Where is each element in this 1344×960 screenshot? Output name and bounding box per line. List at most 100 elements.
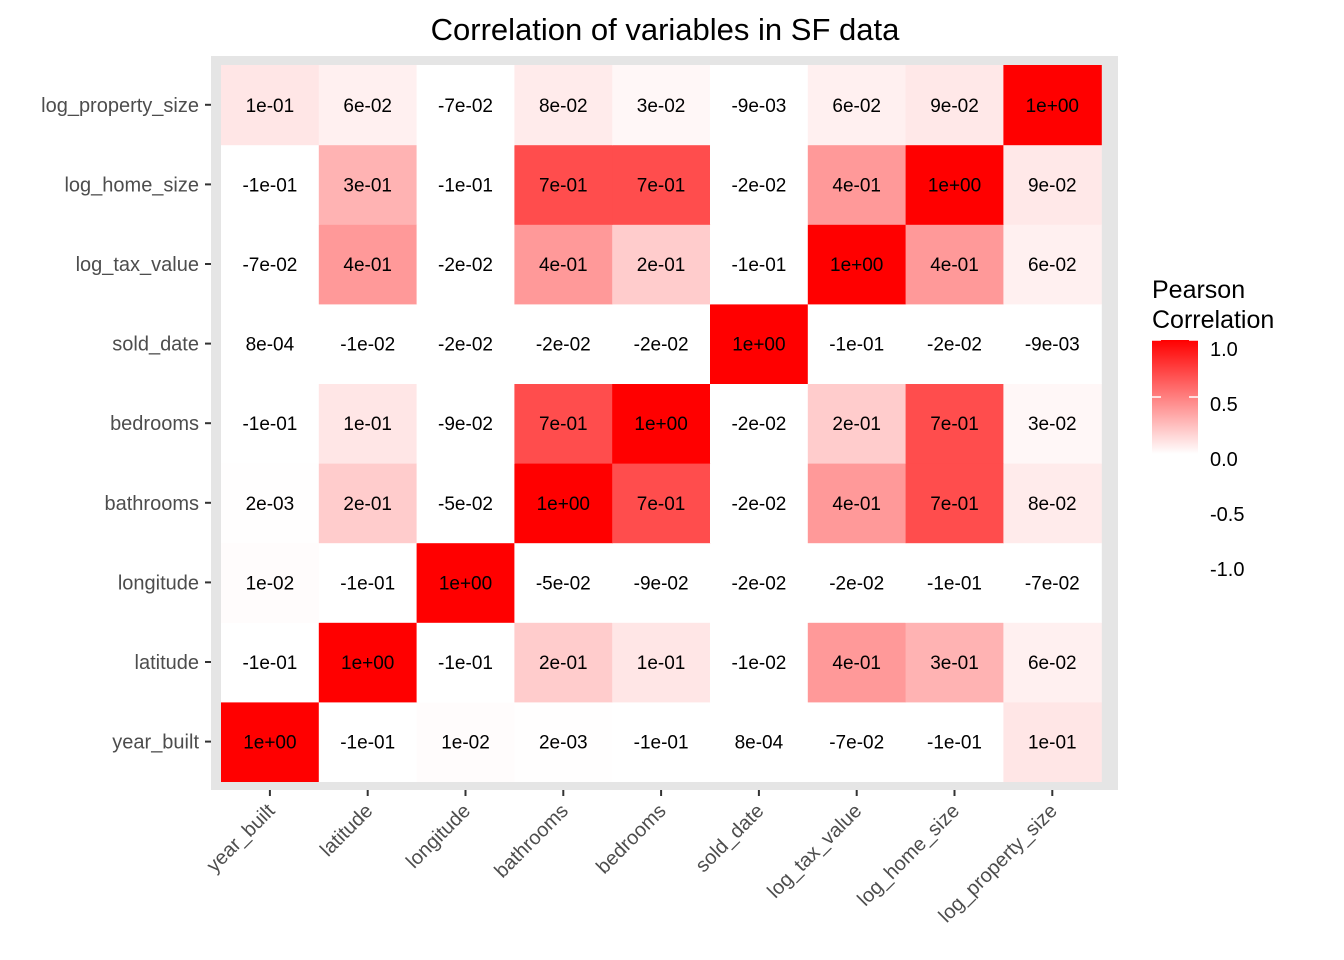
- cell-label-log-home-size-log-tax-value: 4e-01: [930, 255, 979, 276]
- cell-year-built-bedrooms: [221, 383, 320, 464]
- cell-log-home-size-log-property-size: [905, 65, 1004, 146]
- cell-sold-date-bedrooms: [710, 383, 809, 464]
- y-tick-label-latitude: latitude: [135, 652, 200, 674]
- cell-label-log-property-size-log-home-size: 9e-02: [1028, 175, 1077, 196]
- cell-label-log-home-size-longitude: -1e-01: [927, 573, 982, 594]
- cell-label-sold-date-log-property-size: -9e-03: [731, 96, 786, 117]
- x-tick-label-year-built: year_built: [203, 800, 280, 877]
- cell-label-bedrooms-year-built: -1e-01: [634, 733, 689, 754]
- cell-label-bedrooms-bathrooms: 7e-01: [637, 494, 686, 515]
- cell-label-bathrooms-log-property-size: 8e-02: [539, 96, 588, 117]
- cell-label-latitude-longitude: -1e-01: [340, 573, 395, 594]
- cell-label-log-property-size-bathrooms: 8e-02: [1028, 494, 1077, 515]
- cell-log-property-size-longitude: [1003, 542, 1102, 623]
- cell-log-property-size-year-built: [1003, 701, 1102, 782]
- cell-label-log-tax-value-sold-date: -1e-01: [829, 335, 884, 356]
- cell-label-log-property-size-log-property-size: 1e+00: [1026, 96, 1079, 117]
- y-tick-label-longitude: longitude: [118, 572, 199, 594]
- chart-title: Correlation of variables in SF data: [431, 12, 900, 47]
- cell-label-bedrooms-latitude: 1e-01: [637, 653, 686, 674]
- cell-longitude-longitude: [416, 542, 515, 623]
- cell-label-log-property-size-longitude: -7e-02: [1025, 573, 1080, 594]
- cell-label-log-home-size-sold-date: -2e-02: [927, 335, 982, 356]
- cell-label-longitude-year-built: 1e-02: [441, 733, 490, 754]
- cell-latitude-bedrooms: [318, 383, 418, 464]
- cell-label-sold-date-latitude: -1e-02: [731, 653, 786, 674]
- cell-label-latitude-bedrooms: 1e-01: [343, 414, 392, 435]
- cell-bathrooms-log-tax-value: [514, 224, 613, 305]
- cell-longitude-sold-date: [416, 303, 515, 384]
- cell-label-year-built-bathrooms: 2e-03: [246, 494, 295, 515]
- cell-latitude-log-home-size: [318, 144, 418, 225]
- cell-bathrooms-bathrooms: [514, 463, 613, 544]
- cell-label-year-built-log-home-size: -1e-01: [242, 175, 297, 196]
- cell-sold-date-latitude: [710, 622, 809, 703]
- cell-log-property-size-bathrooms: [1003, 463, 1102, 544]
- x-tick-label-bedrooms: bedrooms: [592, 800, 670, 878]
- cell-year-built-log-property-size: [221, 65, 320, 146]
- cell-log-tax-value-bathrooms: [807, 463, 907, 544]
- heatmap-cell-labels: 1e+00 -1e-01 1e-02 2e-03 -1e-01 8e-04 -7e-02 -1…: [242, 96, 1079, 754]
- cell-label-bathrooms-latitude: 2e-01: [539, 653, 588, 674]
- heatmap-cells: [221, 65, 1102, 782]
- cell-log-home-size-year-built: [905, 701, 1004, 782]
- cell-label-sold-date-log-home-size: -2e-02: [731, 175, 786, 196]
- cell-bedrooms-bedrooms: [612, 383, 711, 464]
- cell-label-log-tax-value-longitude: -2e-02: [829, 573, 884, 594]
- x-tick-label-bathrooms: bathrooms: [490, 800, 572, 882]
- cell-label-sold-date-longitude: -2e-02: [731, 573, 786, 594]
- cell-label-longitude-longitude: 1e+00: [439, 573, 492, 594]
- cell-longitude-log-tax-value: [416, 224, 515, 305]
- cell-log-home-size-bathrooms: [905, 463, 1004, 544]
- legend-tick-label-3: -0.5: [1210, 504, 1244, 526]
- cell-label-latitude-latitude: 1e+00: [341, 653, 394, 674]
- cell-log-tax-value-log-tax-value: [807, 224, 907, 305]
- cell-label-log-home-size-bedrooms: 7e-01: [930, 414, 979, 435]
- cell-label-log-property-size-log-tax-value: 6e-02: [1028, 255, 1077, 276]
- cell-label-log-home-size-log-property-size: 9e-02: [930, 96, 979, 117]
- cell-bathrooms-bedrooms: [514, 383, 613, 464]
- cell-log-home-size-latitude: [905, 622, 1004, 703]
- cell-bathrooms-log-property-size: [514, 65, 613, 146]
- cell-log-tax-value-sold-date: [807, 303, 907, 384]
- cell-log-home-size-sold-date: [905, 303, 1004, 384]
- cell-label-bathrooms-bedrooms: 7e-01: [539, 414, 588, 435]
- cell-label-longitude-log-home-size: -1e-01: [438, 175, 493, 196]
- cell-label-bedrooms-sold-date: -2e-02: [634, 335, 689, 356]
- cell-log-property-size-sold-date: [1003, 303, 1102, 384]
- cell-label-latitude-sold-date: -1e-02: [340, 335, 395, 356]
- cell-label-sold-date-log-tax-value: -1e-01: [731, 255, 786, 276]
- cell-latitude-log-tax-value: [318, 224, 418, 305]
- cell-label-bedrooms-log-tax-value: 2e-01: [637, 255, 686, 276]
- cell-bathrooms-latitude: [514, 622, 613, 703]
- cell-label-bedrooms-log-home-size: 7e-01: [637, 175, 686, 196]
- cell-label-latitude-bathrooms: 2e-01: [343, 494, 392, 515]
- cell-label-bathrooms-log-home-size: 7e-01: [539, 175, 588, 196]
- cell-bedrooms-log-tax-value: [612, 224, 711, 305]
- x-tick-label-latitude: latitude: [316, 800, 377, 861]
- cell-label-year-built-bedrooms: -1e-01: [242, 414, 297, 435]
- cell-bedrooms-latitude: [612, 622, 711, 703]
- cell-label-log-property-size-latitude: 6e-02: [1028, 653, 1077, 674]
- cell-label-longitude-log-property-size: -7e-02: [438, 96, 493, 117]
- cell-sold-date-sold-date: [710, 303, 809, 384]
- cell-label-log-home-size-year-built: -1e-01: [927, 733, 982, 754]
- cell-longitude-latitude: [416, 622, 515, 703]
- cell-latitude-longitude: [318, 542, 418, 623]
- cell-label-longitude-bathrooms: -5e-02: [438, 494, 493, 515]
- cell-year-built-log-tax-value: [221, 224, 320, 305]
- cell-bedrooms-longitude: [612, 542, 711, 623]
- cell-longitude-bedrooms: [416, 383, 515, 464]
- x-tick-label-sold-date: sold_date: [692, 800, 769, 877]
- x-tick-label-log-home-size: log_home_size: [853, 800, 964, 911]
- cell-label-longitude-latitude: -1e-01: [438, 653, 493, 674]
- cell-label-year-built-year-built: 1e+00: [243, 733, 296, 754]
- cell-latitude-bathrooms: [318, 463, 418, 544]
- cell-label-bathrooms-log-tax-value: 4e-01: [539, 255, 588, 276]
- cell-label-latitude-year-built: -1e-01: [340, 733, 395, 754]
- cell-label-year-built-sold-date: 8e-04: [246, 335, 295, 356]
- cell-bathrooms-sold-date: [514, 303, 613, 384]
- cell-log-tax-value-longitude: [807, 542, 907, 623]
- cell-label-log-property-size-bedrooms: 3e-02: [1028, 414, 1077, 435]
- y-tick-label-log-property-size: log_property_size: [41, 95, 199, 117]
